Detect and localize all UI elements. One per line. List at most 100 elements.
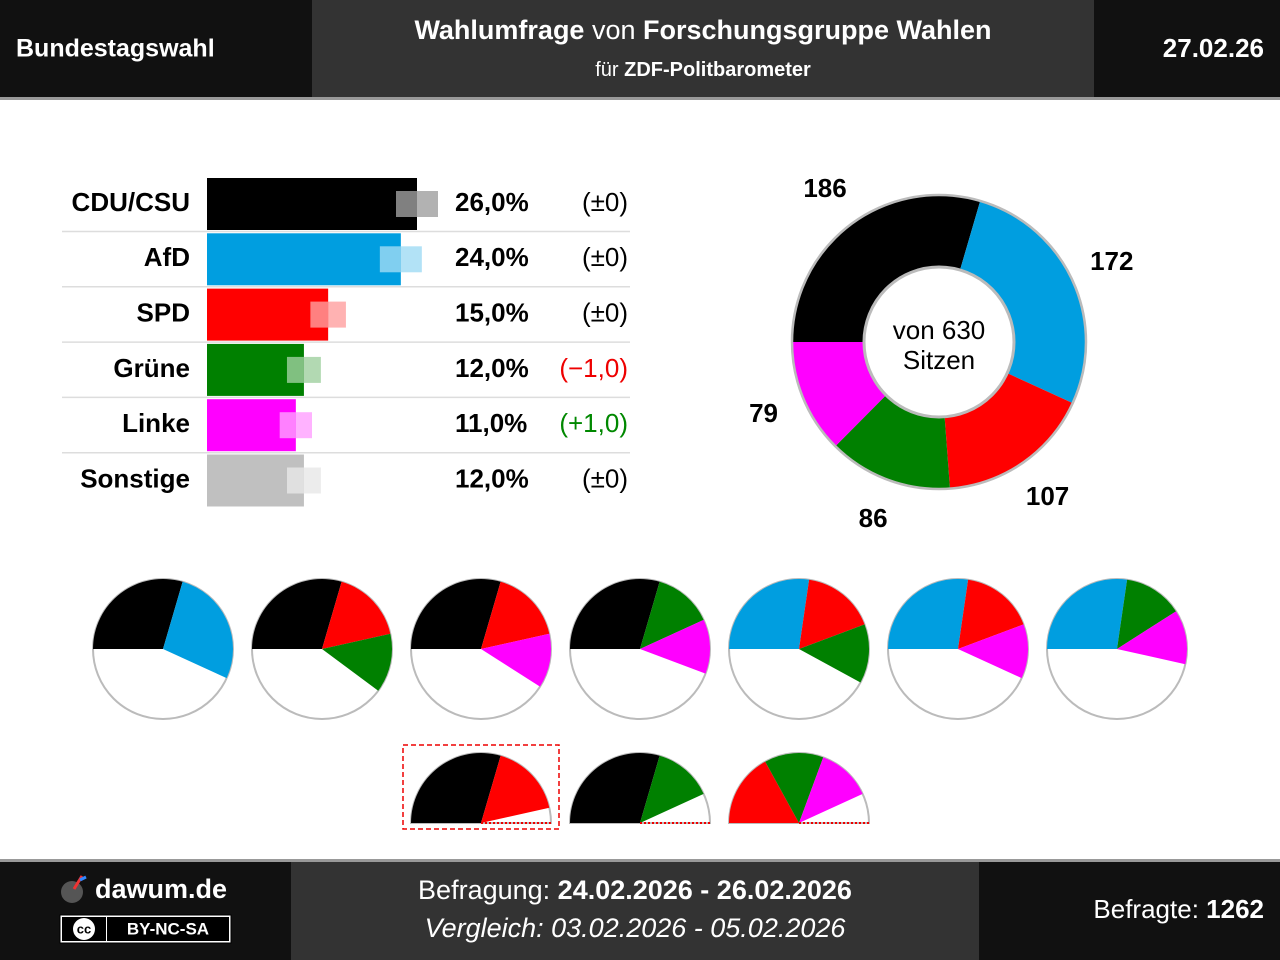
center-label: von 630 xyxy=(893,315,986,345)
party-label: Sonstige xyxy=(80,463,190,493)
coalition xyxy=(728,578,870,720)
donut-outline xyxy=(790,193,1088,491)
coalition-segment xyxy=(958,624,1028,679)
coalition-segment xyxy=(888,579,969,649)
bar xyxy=(207,233,401,286)
seat-label: 79 xyxy=(749,398,778,428)
party-label: Linke xyxy=(122,408,190,438)
change-label: (±0) xyxy=(582,187,628,217)
date: 27.02.26 xyxy=(1163,33,1264,63)
coalition-segment xyxy=(570,578,660,649)
coalition-segment xyxy=(765,753,824,823)
change-label: (±0) xyxy=(582,297,628,327)
respondents: Befragte: 1262 xyxy=(1093,894,1264,924)
coalition-segment xyxy=(411,753,501,823)
survey: Befragung: 24.02.2026 - 26.02.2026 xyxy=(418,875,852,905)
value-label: 26,0% xyxy=(455,187,529,217)
comparison: Vergleich: 03.02.2026 - 05.02.2026 xyxy=(425,913,847,943)
coalition xyxy=(410,578,552,720)
coalition-segment xyxy=(1117,611,1187,665)
subtitle: für ZDF-Politbarometer xyxy=(595,59,811,81)
error-band-inner xyxy=(279,412,296,439)
coalition-segment xyxy=(163,581,234,679)
bar xyxy=(207,178,417,230)
coalition-segment xyxy=(481,633,551,687)
coalition-segment xyxy=(729,579,810,649)
party-label: AfD xyxy=(144,242,190,272)
coalition-segment xyxy=(640,581,704,649)
coalition xyxy=(402,744,560,830)
coalition xyxy=(251,578,393,720)
value-label: 12,0% xyxy=(455,353,529,383)
footer-rule xyxy=(0,859,1280,862)
coalition xyxy=(92,578,234,720)
coalition-segment xyxy=(322,633,392,691)
title-lead: Wahlumfrage xyxy=(414,15,584,45)
logo xyxy=(61,875,87,903)
donut-center xyxy=(862,265,1016,419)
coalition-segment xyxy=(1047,578,1128,649)
coalition-segment xyxy=(729,761,799,823)
seat-label: 172 xyxy=(1090,246,1133,276)
coalition-segment xyxy=(322,581,391,649)
coalition xyxy=(568,752,712,824)
coalition-segment xyxy=(252,578,342,649)
value-label: 15,0% xyxy=(455,297,529,327)
survey-label: Befragung: xyxy=(418,875,550,905)
value-label: 24,0% xyxy=(455,242,529,272)
footer-left-bg xyxy=(0,862,291,960)
respondents-label: Befragte: xyxy=(1093,894,1199,924)
seat-label: 186 xyxy=(803,173,846,203)
subtitle-prefix: für xyxy=(595,59,619,81)
coalition-segment xyxy=(93,578,183,649)
coalition-segment xyxy=(640,619,710,674)
coalition xyxy=(1046,578,1188,720)
coalition-segment xyxy=(799,579,865,649)
value-label: 12,0% xyxy=(455,463,529,493)
change-label: (±0) xyxy=(582,242,628,272)
license-text-bg xyxy=(107,917,229,941)
bar xyxy=(207,288,329,341)
header-rule xyxy=(0,97,1280,100)
error-band-inner xyxy=(286,356,304,383)
error-band-inner xyxy=(310,301,329,328)
error-band-inner xyxy=(396,191,417,217)
value-label: 11,0% xyxy=(455,408,527,438)
seat-segment xyxy=(792,195,981,342)
title: Wahlumfrage von Forschungsgruppe Wahlen xyxy=(414,15,991,45)
coalition xyxy=(887,578,1029,720)
seat-segment xyxy=(835,395,950,489)
coalition-segment xyxy=(481,755,550,823)
coalition-segment xyxy=(570,753,660,823)
license: BY-NC-SA xyxy=(127,919,209,938)
coalition-segment xyxy=(1117,579,1176,649)
survey-period: 24.02.2026 - 26.02.2026 xyxy=(558,875,852,905)
election: Bundestagswahl xyxy=(16,35,215,63)
coalition-segment xyxy=(411,578,501,649)
error-band-inner xyxy=(286,467,304,494)
change-label: (−1,0) xyxy=(559,353,628,383)
site: dawum.de xyxy=(95,874,227,904)
respondents-count: 1262 xyxy=(1206,894,1264,924)
seat-label: 107 xyxy=(1026,481,1069,511)
error-band-inner xyxy=(379,246,401,273)
center-label: Sitzen xyxy=(903,345,975,375)
coalition-segment xyxy=(958,579,1024,649)
coalition-segment xyxy=(481,581,550,649)
coalition-segment xyxy=(640,755,704,823)
party-label: SPD xyxy=(137,297,190,327)
party-label: CDU/CSU xyxy=(72,187,190,217)
footer-right-bg xyxy=(979,862,1280,960)
header-right-bg xyxy=(1094,0,1280,98)
institute: Forschungsgruppe Wahlen xyxy=(643,15,992,45)
coalition xyxy=(727,752,871,824)
change-label: (±0) xyxy=(582,463,628,493)
party-label: Grüne xyxy=(113,353,190,383)
change-label: (+1,0) xyxy=(559,408,628,438)
seat-label: 86 xyxy=(859,503,888,533)
header-left-bg xyxy=(0,0,312,98)
coalition xyxy=(569,578,711,720)
header-center-bg xyxy=(312,0,1094,98)
seat-segment xyxy=(944,373,1073,489)
